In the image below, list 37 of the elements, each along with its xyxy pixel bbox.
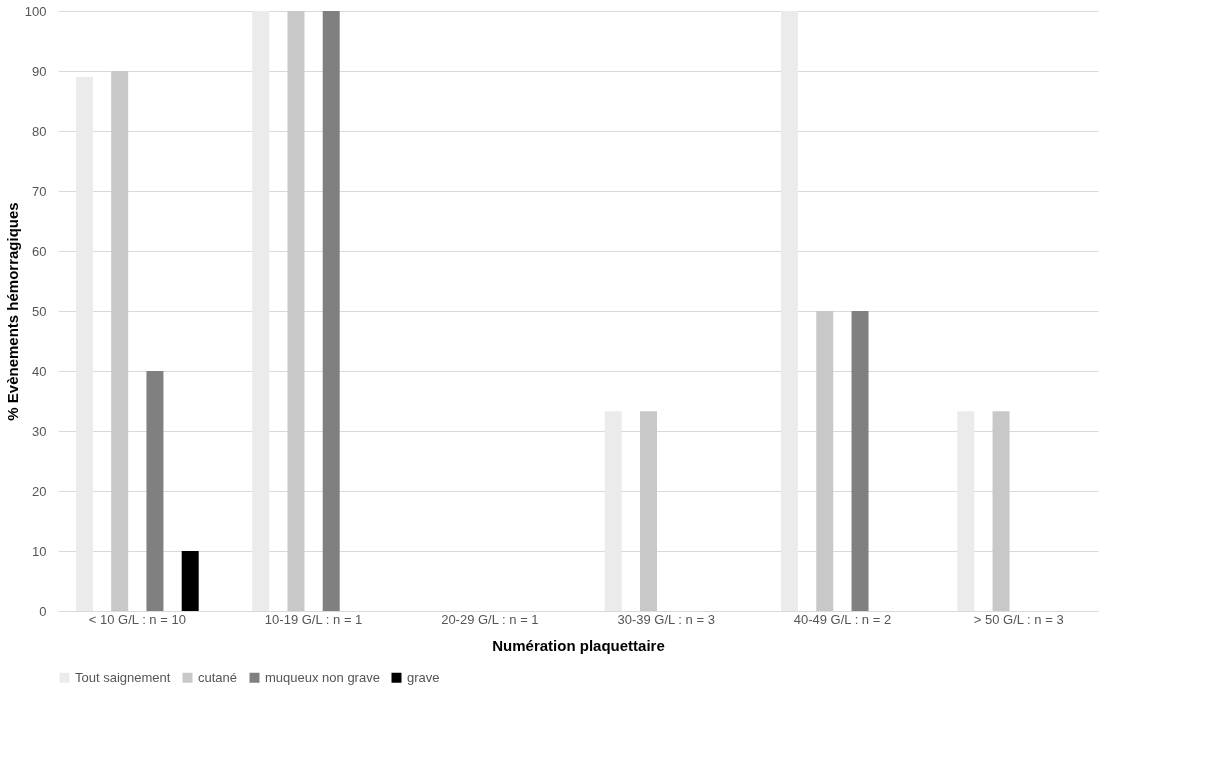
y-tick-label: 70 bbox=[32, 183, 47, 199]
bar bbox=[146, 371, 164, 611]
bar bbox=[957, 411, 975, 611]
bar bbox=[816, 311, 834, 611]
bar bbox=[640, 411, 658, 611]
bar bbox=[322, 11, 340, 611]
bar bbox=[287, 11, 305, 611]
bar bbox=[181, 551, 199, 611]
legend-label: cutané bbox=[198, 669, 238, 685]
y-tick-label: 20 bbox=[32, 483, 47, 499]
y-tick-label: 30 bbox=[32, 423, 47, 439]
bar bbox=[851, 311, 869, 611]
y-tick-label: 10 bbox=[32, 543, 47, 559]
x-tick-label: 10-19 G/L : n = 1 bbox=[264, 611, 363, 627]
y-tick-label: 100 bbox=[24, 3, 47, 19]
x-tick-label: 30-39 G/L : n = 3 bbox=[617, 611, 715, 627]
y-tick-label: 50 bbox=[32, 303, 47, 319]
legend-label: muqueux non grave bbox=[265, 669, 380, 685]
bar bbox=[111, 71, 129, 611]
x-tick-label: 40-49 G/L : n = 2 bbox=[793, 611, 892, 627]
bar bbox=[992, 411, 1010, 611]
bar bbox=[252, 11, 270, 611]
y-tick-label: 40 bbox=[32, 363, 47, 379]
legend-label: Tout saignement bbox=[75, 669, 171, 685]
y-tick-label: 80 bbox=[32, 123, 47, 139]
bar bbox=[604, 411, 622, 611]
x-axis-title: Numération plaquettaire bbox=[492, 636, 665, 654]
y-tick-label: 0 bbox=[39, 603, 47, 619]
bar bbox=[75, 77, 93, 611]
y-tick-label: 90 bbox=[32, 63, 47, 79]
legend-label: grave bbox=[407, 669, 440, 685]
bar bbox=[781, 11, 799, 611]
x-tick-label: < 10 G/L : n = 10 bbox=[88, 611, 186, 627]
y-tick-label: 60 bbox=[32, 243, 47, 259]
y-axis-title: % Evènements hémorragiques bbox=[3, 202, 21, 421]
x-tick-label: > 50 G/L : n = 3 bbox=[973, 611, 1064, 627]
x-tick-label: 20-29 G/L : n = 1 bbox=[441, 611, 539, 627]
